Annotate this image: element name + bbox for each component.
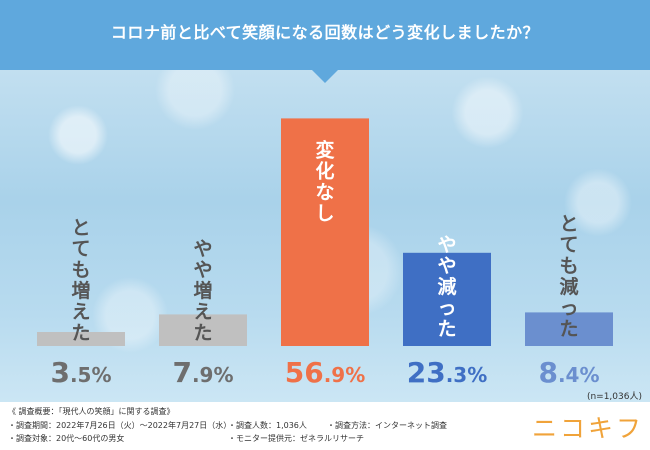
survey-provider: ・モニター提供元：ゼネラルリサーチ: [228, 434, 364, 443]
category-label-1: とても増えた: [71, 217, 90, 344]
title-banner: [0, 0, 650, 70]
bar-3: [281, 118, 369, 347]
value-label-5: 8.4%: [538, 356, 599, 389]
category-label-5: とても減った: [559, 213, 578, 340]
value-label-2: 7.9%: [172, 356, 233, 389]
sample-size-note: (n=1,036人): [586, 392, 642, 402]
category-label-3: 変化なし: [315, 138, 334, 224]
survey-footer: [0, 402, 650, 450]
bar-5: [525, 312, 613, 346]
brand-logo: ニコキフ: [532, 414, 645, 443]
value-label-3: 56.9%: [285, 356, 366, 389]
chart-title: コロナ前と比べて笑顔になる回数はどう変化しましたか？: [110, 23, 540, 42]
category-label-2: やや増えた: [193, 238, 212, 344]
survey-target: ・調査対象：20代～60代の男女: [8, 434, 125, 443]
title-pointer: [312, 70, 338, 83]
survey-count: ・調査人数：1,036人: [228, 421, 307, 430]
value-label-1: 3.5%: [50, 356, 111, 389]
survey-period: ・調査期間：2022年7月26日（火）～2022年7月27日（水）: [8, 421, 232, 430]
value-label-4: 23.3%: [407, 356, 488, 389]
bar-4: [403, 252, 491, 346]
survey-method: ・調査方法：インターネット調査: [327, 421, 447, 430]
survey-heading: 《 調査概要：「現代人の笑顔」に関する調査》: [8, 407, 175, 416]
bar-1: [37, 332, 125, 346]
category-label-4: やや減った: [437, 234, 456, 340]
bar-2: [159, 314, 247, 346]
